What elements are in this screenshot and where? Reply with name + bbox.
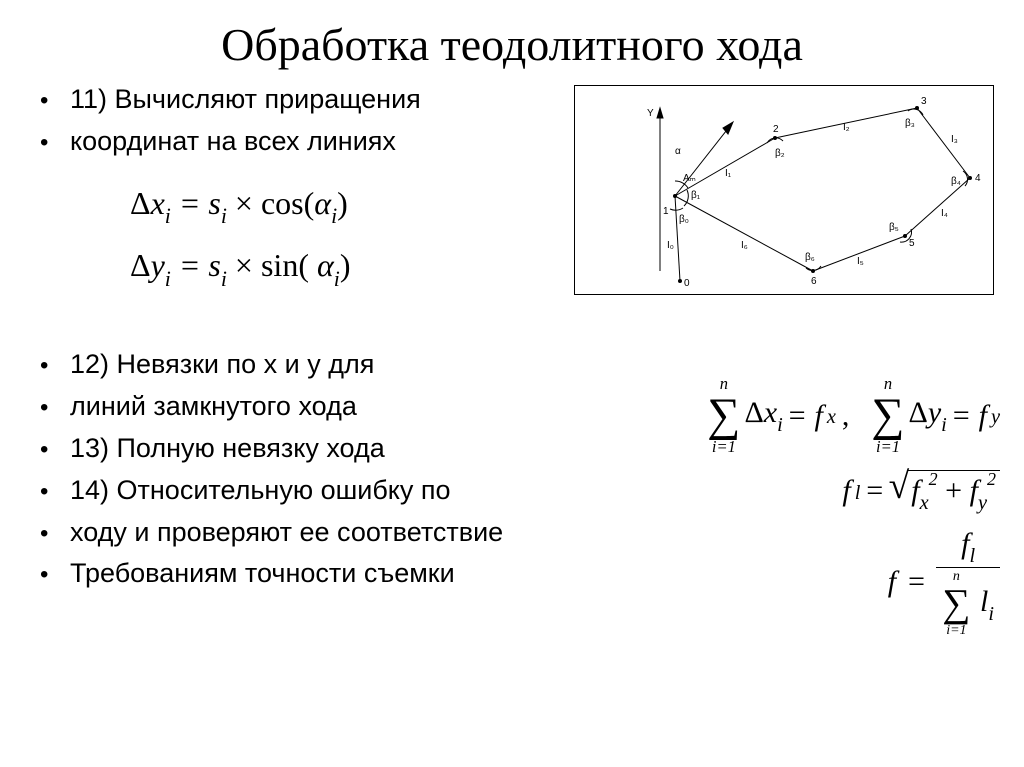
svg-text:6: 6 — [811, 276, 817, 287]
bullet-dot-icon — [40, 512, 70, 554]
bullet-text: линий замкнутого хода — [70, 386, 357, 428]
formula-fl: fl = √ fx2 + fy2 — [560, 470, 1000, 513]
bullet-dot-icon — [40, 386, 70, 428]
svg-text:β₂: β₂ — [775, 148, 785, 159]
svg-text:I₄: I₄ — [941, 208, 948, 219]
svg-text:β₁: β₁ — [691, 190, 701, 201]
bullet-text: ходу и проверяют ее соответствие — [70, 512, 503, 554]
sigma-icon: n ∑ i=1 — [707, 376, 740, 456]
bullet-dot-icon — [40, 553, 70, 595]
formula-f-relative: f = fl n ∑ i=1 li — [560, 527, 1000, 638]
svg-text:Aₘ: Aₘ — [683, 173, 696, 184]
svg-text:I₁: I₁ — [725, 168, 732, 179]
bullet-dot-icon — [40, 470, 70, 512]
svg-text:2: 2 — [773, 124, 779, 135]
svg-text:0: 0 — [684, 278, 690, 289]
formula-sum-fx-fy: n ∑ i=1 Δxi = fx , n ∑ i=1 Δyi = fy — [560, 376, 1000, 456]
bullet-dot-icon — [40, 121, 70, 163]
bullet-text: Требованиям точности съемки — [70, 553, 455, 595]
svg-text:I₃: I₃ — [951, 134, 958, 145]
sigma-icon: n ∑ i=1 — [871, 376, 904, 456]
svg-text:1: 1 — [663, 206, 669, 217]
bullet-text: координат на всех линиях — [70, 121, 396, 163]
bullet-text: 14) Относительную ошибку по — [70, 470, 451, 512]
svg-text:α: α — [675, 146, 681, 157]
svg-text:4: 4 — [975, 173, 981, 184]
svg-text:β₀: β₀ — [679, 214, 689, 225]
bullet-text: 11) Вычисляют приращения — [70, 79, 421, 121]
svg-text:Y: Y — [647, 108, 654, 119]
bullet-dot-icon — [40, 428, 70, 470]
traverse-diagram: Y α Aₘ 0 1 2 3 4 5 6 I₀ I₁ I₂ I₃ I₄ I₅ I… — [574, 85, 994, 295]
svg-text:β₃: β₃ — [905, 118, 915, 129]
sigma-icon: n ∑ i=1 — [942, 570, 970, 638]
right-formulas: n ∑ i=1 Δxi = fx , n ∑ i=1 Δyi = fy fl =… — [560, 376, 1000, 652]
svg-text:3: 3 — [921, 96, 927, 107]
bullet-text: 12) Невязки по х и у для — [70, 344, 374, 386]
bullet-text: 13) Полную невязку хода — [70, 428, 385, 470]
bullet-dot-icon — [40, 344, 70, 386]
slide-title: Обработка теодолитного хода — [0, 0, 1024, 79]
svg-text:β₆: β₆ — [805, 252, 815, 263]
svg-text:5: 5 — [909, 238, 915, 249]
svg-text:I₂: I₂ — [843, 122, 850, 133]
svg-text:I₅: I₅ — [857, 256, 864, 267]
svg-text:I₀: I₀ — [667, 240, 674, 251]
svg-text:I₆: I₆ — [741, 240, 748, 251]
svg-text:β₄: β₄ — [951, 176, 961, 187]
svg-text:β₅: β₅ — [889, 222, 899, 233]
bullet-dot-icon — [40, 79, 70, 121]
